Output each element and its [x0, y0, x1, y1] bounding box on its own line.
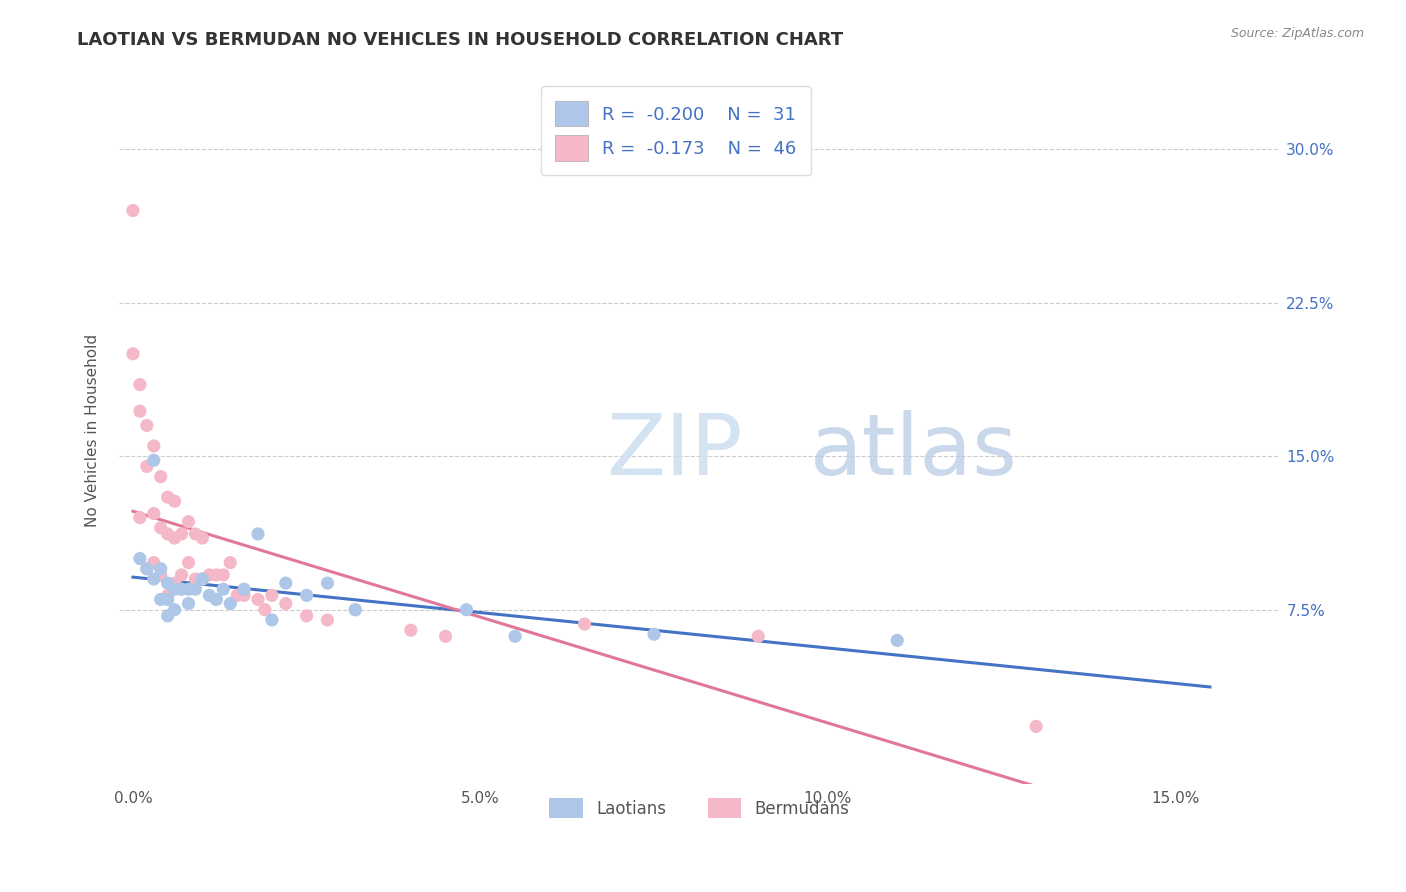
Point — [163, 576, 186, 591]
Point — [163, 582, 186, 597]
Point — [456, 603, 478, 617]
Point — [170, 527, 193, 541]
Point — [274, 597, 297, 611]
Point — [344, 603, 367, 617]
Point — [205, 568, 228, 582]
Point — [122, 203, 145, 218]
Point — [128, 510, 150, 524]
Point — [434, 629, 457, 643]
Text: ZIP: ZIP — [606, 410, 742, 493]
Point — [205, 592, 228, 607]
Point — [128, 404, 150, 418]
Point — [260, 588, 283, 602]
Point — [247, 592, 270, 607]
Point — [156, 608, 179, 623]
Point — [233, 588, 256, 602]
Point — [1025, 719, 1047, 733]
Point — [135, 459, 157, 474]
Point — [184, 582, 207, 597]
Point — [198, 568, 221, 582]
Point — [316, 576, 339, 591]
Point — [399, 623, 422, 637]
Point — [574, 617, 596, 632]
Point — [177, 597, 200, 611]
Point — [142, 453, 165, 467]
Point — [212, 568, 235, 582]
Point — [122, 347, 145, 361]
Point — [128, 377, 150, 392]
Point — [191, 572, 214, 586]
Point — [260, 613, 283, 627]
Point — [191, 572, 214, 586]
Point — [142, 439, 165, 453]
Point — [156, 588, 179, 602]
Point — [128, 551, 150, 566]
Point — [219, 597, 242, 611]
Point — [142, 572, 165, 586]
Point — [191, 531, 214, 545]
Point — [149, 521, 172, 535]
Point — [247, 527, 270, 541]
Point — [149, 562, 172, 576]
Point — [503, 629, 526, 643]
Point — [226, 588, 249, 602]
Point — [156, 592, 179, 607]
Point — [156, 527, 179, 541]
Point — [135, 562, 157, 576]
Text: Source: ZipAtlas.com: Source: ZipAtlas.com — [1230, 27, 1364, 40]
Point — [149, 469, 172, 483]
Point — [142, 507, 165, 521]
Point — [233, 582, 256, 597]
Point — [198, 588, 221, 602]
Point — [163, 494, 186, 508]
Point — [747, 629, 769, 643]
Y-axis label: No Vehicles in Household: No Vehicles in Household — [86, 334, 100, 527]
Point — [163, 531, 186, 545]
Point — [212, 582, 235, 597]
Point — [149, 568, 172, 582]
Point — [170, 568, 193, 582]
Text: atlas: atlas — [810, 410, 1018, 493]
Point — [135, 418, 157, 433]
Point — [163, 603, 186, 617]
Point — [643, 627, 665, 641]
Point — [177, 515, 200, 529]
Point — [156, 490, 179, 504]
Point — [219, 556, 242, 570]
Point — [344, 603, 367, 617]
Point — [295, 608, 318, 623]
Point — [316, 613, 339, 627]
Point — [149, 592, 172, 607]
Point — [274, 576, 297, 591]
Point — [177, 556, 200, 570]
Legend: Laotians, Bermudans: Laotians, Bermudans — [543, 791, 856, 825]
Point — [177, 582, 200, 597]
Point — [184, 527, 207, 541]
Point — [295, 588, 318, 602]
Point — [142, 556, 165, 570]
Point — [886, 633, 908, 648]
Point — [170, 582, 193, 597]
Point — [253, 603, 276, 617]
Text: LAOTIAN VS BERMUDAN NO VEHICLES IN HOUSEHOLD CORRELATION CHART: LAOTIAN VS BERMUDAN NO VEHICLES IN HOUSE… — [77, 31, 844, 49]
Point — [156, 576, 179, 591]
Point — [184, 572, 207, 586]
Point — [135, 562, 157, 576]
